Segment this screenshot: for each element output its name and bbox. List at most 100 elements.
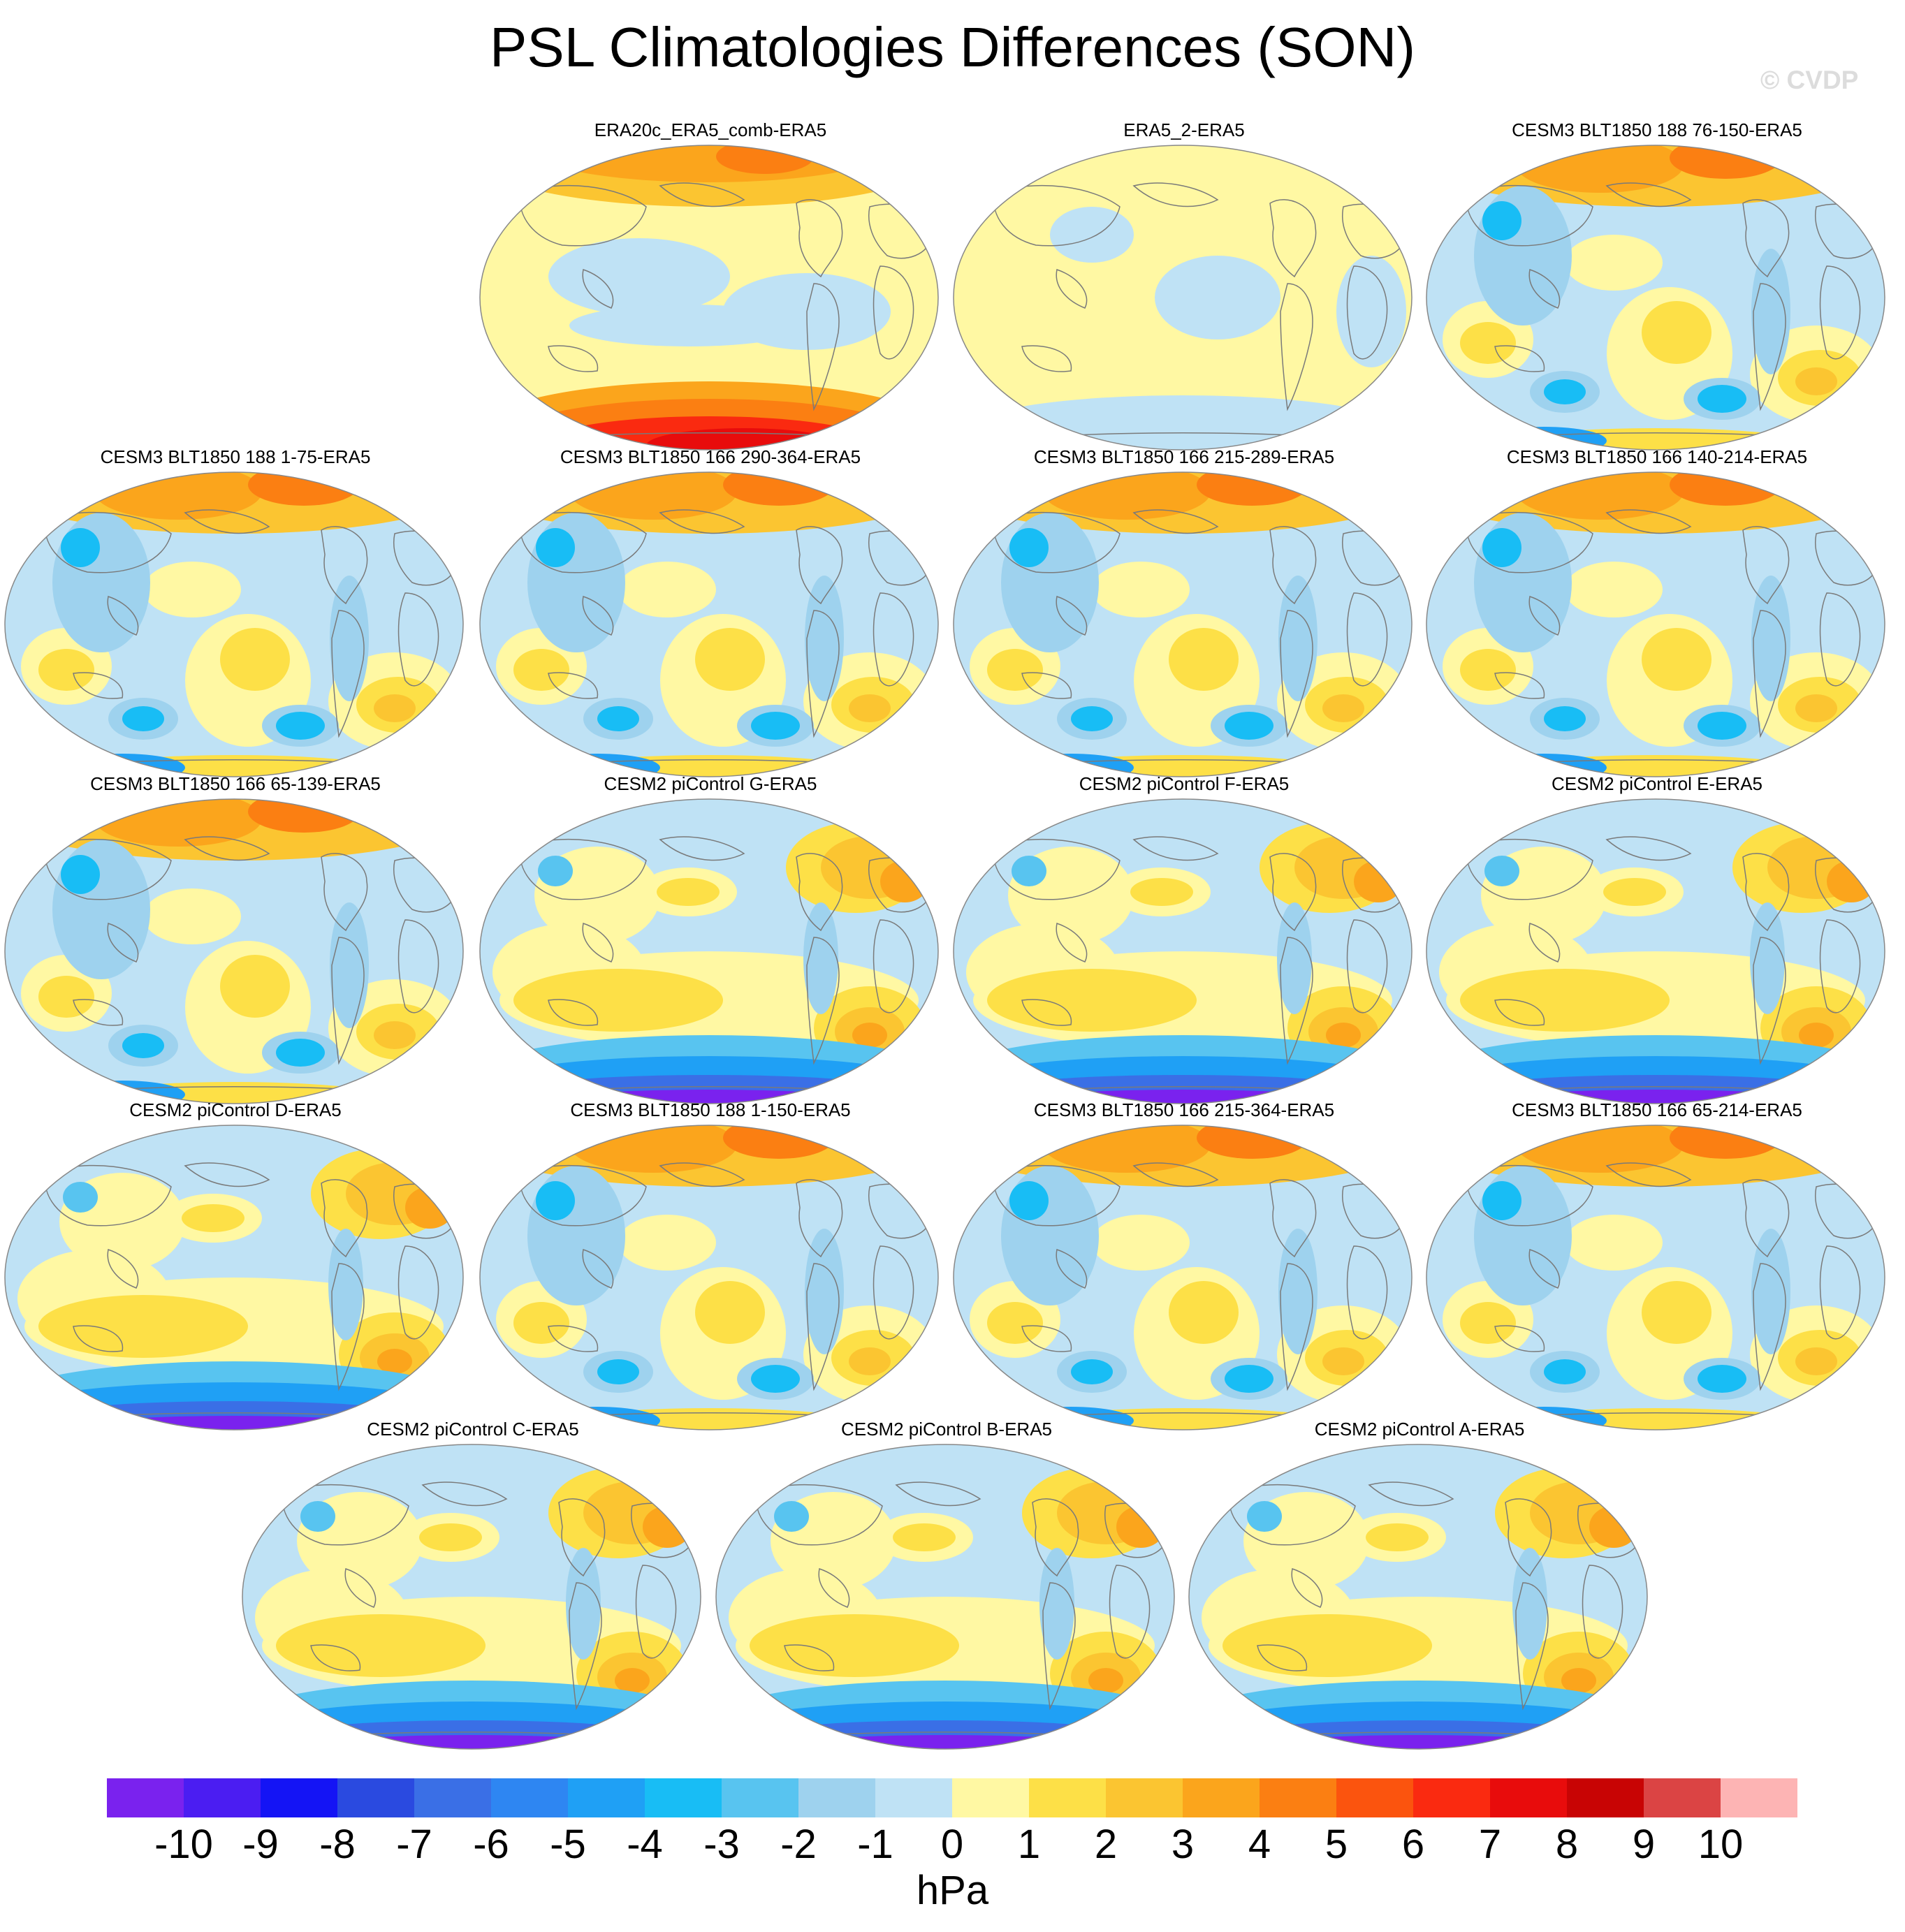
contour-fill-region xyxy=(1751,1229,1790,1354)
psl-difference-map xyxy=(1426,471,1885,777)
contour-fill-region xyxy=(751,1365,800,1393)
psl-difference-map xyxy=(715,1444,1175,1750)
contour-fill-region xyxy=(1544,379,1586,404)
contour-fill-region xyxy=(61,528,100,567)
coastline xyxy=(548,345,599,372)
coastline xyxy=(582,596,614,636)
coastline xyxy=(1346,1245,1388,1340)
coastline xyxy=(1228,1484,1356,1546)
coastline xyxy=(806,937,840,1065)
map-panel: CESM2 piControl D-ERA5 xyxy=(3,1099,467,1434)
contour-fill-region xyxy=(893,1523,956,1551)
coastline xyxy=(1505,1498,1552,1577)
psl-difference-map xyxy=(953,1125,1413,1430)
coastline xyxy=(1280,1263,1313,1391)
contour-fill-region xyxy=(1589,1506,1638,1548)
contour-fill-region xyxy=(1460,322,1516,364)
panel-title: CESM2 piControl G-ERA5 xyxy=(604,773,817,794)
contour-fill-region xyxy=(1169,628,1239,691)
colorbar-box xyxy=(1413,1778,1490,1817)
coastline xyxy=(331,610,365,738)
contour-fill-region xyxy=(1799,1023,1834,1048)
coastline xyxy=(1056,269,1088,309)
contour-fill-region xyxy=(750,1614,959,1677)
coastline xyxy=(659,182,745,207)
contour-fill-region xyxy=(122,706,164,731)
coastline xyxy=(1257,1644,1308,1671)
contour-fill-region xyxy=(330,576,369,701)
contour-fill-region xyxy=(1009,528,1049,567)
colorbar-box xyxy=(1106,1778,1183,1817)
contour-fill-region xyxy=(566,1548,601,1660)
coastline xyxy=(1582,1565,1623,1659)
coastline xyxy=(582,923,614,963)
coastline xyxy=(1466,511,1593,573)
colorbar-tick-label: -8 xyxy=(319,1822,356,1867)
coastline xyxy=(1056,596,1088,636)
contour-fill-region xyxy=(122,1033,164,1058)
contour-fill-region xyxy=(1642,628,1711,691)
map-panel: CESM3 BLT1850 188 1-150-ERA5 xyxy=(479,1099,942,1434)
coastline xyxy=(873,265,914,360)
coastline xyxy=(1346,592,1388,687)
contour-fill-region xyxy=(513,649,569,691)
colorbar-tick-label: -2 xyxy=(780,1822,817,1867)
coastline xyxy=(558,1498,606,1577)
coastline xyxy=(321,853,368,932)
colorbar-box xyxy=(1567,1778,1644,1817)
coastline xyxy=(1753,610,1786,738)
contour-fill-region xyxy=(1565,235,1663,291)
panel-title: CESM3 BLT1850 188 1-150-ERA5 xyxy=(570,1099,851,1120)
coastline xyxy=(1742,1179,1790,1258)
coastline xyxy=(107,596,139,636)
coastline xyxy=(1819,919,1861,1013)
contour-fill-region xyxy=(220,955,290,1018)
map-border xyxy=(953,471,1413,777)
contour-fill-region xyxy=(1512,1548,1547,1660)
contour-fill-region xyxy=(1039,1548,1074,1660)
contour-fill-region xyxy=(1050,207,1134,263)
coastline xyxy=(1021,672,1072,699)
contour-fill-region xyxy=(849,1347,891,1375)
colorbar-tick-label: -6 xyxy=(473,1822,509,1867)
contour-fill-region xyxy=(618,562,716,617)
map-border xyxy=(4,471,464,777)
colorbar-box xyxy=(1721,1778,1797,1817)
coastline xyxy=(1605,836,1692,861)
coastline xyxy=(1021,999,1072,1026)
coastline xyxy=(1056,1249,1088,1289)
coastline xyxy=(1269,199,1317,278)
colorbar-box xyxy=(1644,1778,1721,1817)
contour-fill-region xyxy=(1795,1347,1837,1375)
coastline xyxy=(548,672,599,699)
coastline xyxy=(519,511,647,573)
contour-fill-region xyxy=(1116,1506,1165,1548)
psl-difference-map xyxy=(953,798,1413,1104)
coastline xyxy=(1109,1565,1151,1659)
contour-fill-region xyxy=(1155,256,1280,339)
coastline xyxy=(1368,1481,1454,1507)
coastline xyxy=(582,1249,614,1289)
coastline xyxy=(282,1484,409,1546)
contour-fill-region xyxy=(536,528,575,567)
coastline xyxy=(548,1325,599,1352)
coastline xyxy=(818,1568,850,1608)
coastline xyxy=(569,1582,602,1711)
contour-fill-region xyxy=(646,428,842,450)
colorbar-tick-label: 2 xyxy=(1094,1822,1118,1867)
colorbar-box xyxy=(1183,1778,1260,1817)
coastline xyxy=(1605,1162,1692,1187)
colorbar-tick-label: 10 xyxy=(1698,1822,1744,1867)
colorbar-box xyxy=(1490,1778,1567,1817)
coastline xyxy=(397,592,439,687)
contour-fill-region xyxy=(276,1614,486,1677)
contour-fill-region xyxy=(38,1295,248,1358)
contour-fill-region xyxy=(1071,1359,1113,1384)
coastline xyxy=(397,919,439,1013)
contour-fill-region xyxy=(513,1302,569,1344)
contour-fill-region xyxy=(538,856,573,886)
contour-fill-region xyxy=(38,649,94,691)
coastline xyxy=(1132,509,1219,534)
coastline xyxy=(1280,610,1313,738)
coastline xyxy=(993,838,1121,900)
